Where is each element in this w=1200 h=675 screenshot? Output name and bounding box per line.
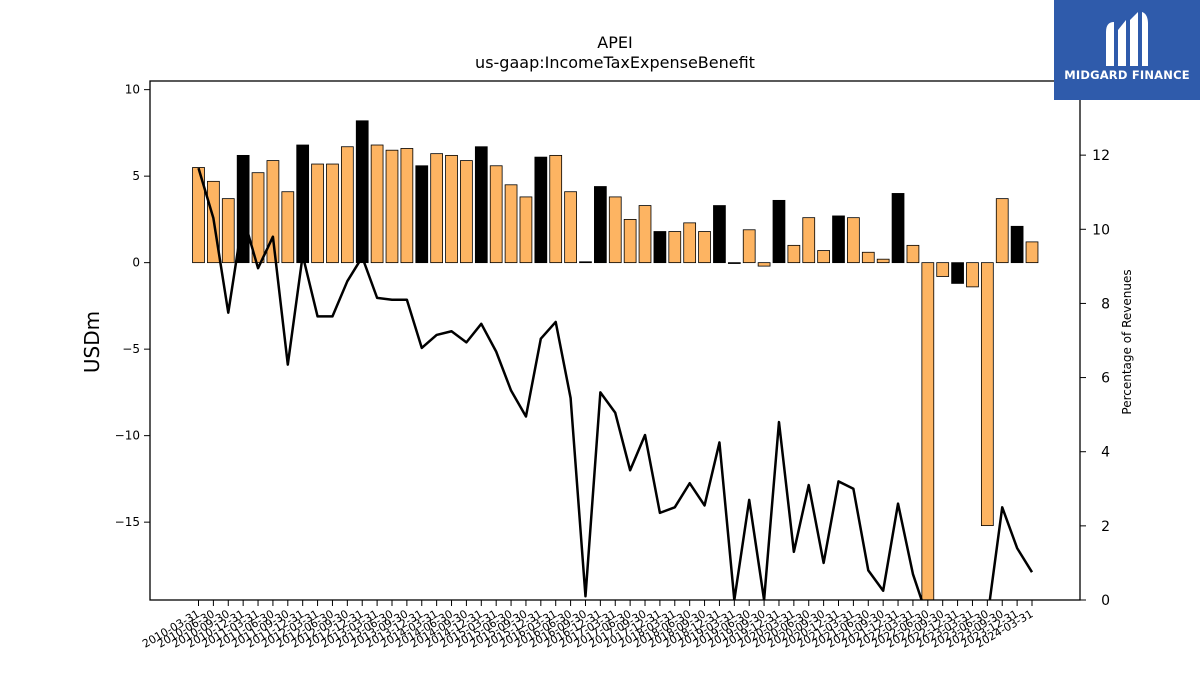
bar (966, 262, 979, 288)
y2-tick-label: 2 (1101, 519, 1110, 535)
bar (847, 217, 860, 264)
brand-logo: MIDGARD FINANCE (1054, 0, 1200, 100)
bar (861, 251, 875, 264)
bar-series (192, 120, 1039, 600)
bar (787, 244, 801, 264)
bar (921, 262, 935, 600)
bar (608, 196, 622, 264)
bar (757, 262, 771, 267)
y-tick-label: −10 (115, 429, 140, 443)
bar (594, 186, 607, 264)
bar (638, 205, 652, 264)
bar (698, 231, 711, 264)
bar (742, 229, 756, 264)
bar (1010, 225, 1024, 264)
x-axis: 2010-03-312010-06-302010-09-302010-12-31… (140, 600, 1036, 651)
plot-frame (149, 80, 1081, 601)
y2-tick-label: 10 (1092, 222, 1110, 238)
bar (266, 160, 280, 264)
bar (891, 193, 905, 264)
bar (236, 154, 250, 264)
bar (549, 154, 563, 264)
bar (370, 144, 384, 264)
bar (1025, 241, 1039, 264)
bar (504, 184, 518, 264)
y-tick-label: 0 (132, 256, 140, 270)
y2-tick-label: 12 (1092, 148, 1110, 164)
bar (802, 217, 816, 264)
bar (445, 154, 458, 264)
brand-name: MIDGARD FINANCE (1064, 68, 1190, 82)
y2-axis-label: Percentage of Revenues (1120, 269, 1134, 414)
bar (489, 165, 503, 264)
bar (906, 244, 920, 264)
bar (995, 198, 1009, 264)
y2-tick-label: 4 (1101, 445, 1110, 461)
y2-tick-label: 8 (1101, 296, 1110, 312)
bar (876, 258, 890, 264)
chart-subtitle: us-gaap:IncomeTaxExpenseBenefit (475, 53, 755, 72)
bar (474, 146, 488, 264)
y-tick-label: −5 (122, 342, 140, 356)
bar (281, 191, 295, 264)
bar (296, 144, 310, 264)
bar (460, 160, 473, 264)
y-tick-label: 10 (125, 83, 140, 97)
bar (951, 262, 964, 284)
y-tick-label: 5 (132, 169, 140, 183)
line-series (197, 167, 1034, 600)
bar (415, 165, 429, 264)
bar (817, 250, 830, 264)
bar (683, 222, 697, 264)
y-axis-label: USDm (80, 311, 104, 373)
bar (832, 215, 845, 264)
y-tick-label: −15 (115, 515, 140, 529)
bar (564, 191, 577, 264)
bar (326, 163, 339, 264)
bar (653, 231, 667, 264)
bar (385, 149, 399, 264)
y-axis-right: 0 2 4 6 8 10 12 (1080, 148, 1110, 609)
bar (668, 231, 682, 264)
bar (430, 153, 444, 264)
percentage-line (197, 167, 1034, 600)
chart-title: APEI (597, 33, 632, 52)
bar (727, 262, 741, 264)
y-axis-left: 10 5 0 −5 −10 −15 (115, 83, 150, 529)
y2-tick-label: 6 (1101, 371, 1110, 387)
midgard-logo-icon (1106, 12, 1148, 66)
bar (579, 261, 592, 264)
bar (980, 262, 994, 527)
bar (355, 120, 369, 264)
bar (772, 199, 786, 264)
bar (400, 148, 414, 264)
bar (192, 167, 205, 264)
bar (311, 163, 324, 264)
bar (936, 262, 950, 277)
bar (221, 198, 235, 264)
bar (713, 205, 726, 264)
bar (519, 196, 533, 264)
bar (251, 172, 265, 264)
y2-tick-label: 0 (1101, 593, 1110, 609)
bar (534, 156, 548, 264)
bar (340, 146, 354, 264)
bar (623, 218, 637, 264)
